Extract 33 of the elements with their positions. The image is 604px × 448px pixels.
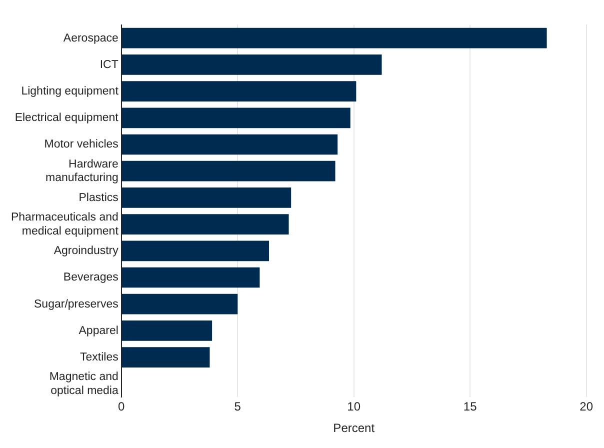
bar	[122, 214, 289, 234]
y-tick-label: ICT	[100, 58, 118, 71]
bar	[122, 28, 547, 48]
y-tick-label: Electrical equipment	[14, 112, 120, 124]
bar	[122, 160, 336, 182]
bar	[122, 267, 260, 288]
y-tick-label: Textiles	[80, 351, 119, 364]
y-tick-label: Motor vehicles	[44, 138, 119, 151]
y-tick-label: Hardware manufacturing	[46, 158, 118, 184]
y-tick-label: Agroindustry	[54, 245, 119, 258]
y-tick-label: Aerospace	[63, 32, 118, 44]
bar	[122, 81, 356, 102]
y-tick-label: Pharmaceuticals and medical equipment	[10, 212, 120, 238]
y-tick-label: Apparel	[78, 324, 118, 337]
bar	[122, 240, 270, 262]
y-tick-label: Sugar/preserves	[34, 298, 119, 310]
bar	[122, 108, 350, 128]
x-tick-label: 0	[118, 400, 126, 414]
bar	[122, 347, 210, 368]
bar	[122, 188, 292, 208]
bar	[122, 54, 382, 75]
bar	[122, 320, 212, 341]
x-axis-title: Percent	[333, 421, 376, 436]
x-tick-label: 20	[580, 400, 594, 414]
x-tick-label: 10	[347, 400, 361, 414]
bar	[122, 294, 238, 314]
x-tick-label: 5	[234, 400, 242, 414]
y-tick-label: Magnetic and optical media	[49, 371, 119, 397]
y-tick-label: Plastics	[78, 192, 119, 204]
y-tick-label: Lighting equipment	[21, 85, 120, 98]
y-tick-label: Beverages	[63, 272, 119, 284]
bar	[122, 134, 338, 155]
x-tick-label: 15	[463, 400, 478, 414]
